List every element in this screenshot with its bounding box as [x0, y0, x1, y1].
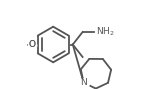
- Text: N: N: [80, 78, 87, 87]
- Text: O: O: [29, 40, 36, 49]
- Text: O: O: [29, 40, 36, 49]
- Text: NH$_2$: NH$_2$: [96, 26, 115, 38]
